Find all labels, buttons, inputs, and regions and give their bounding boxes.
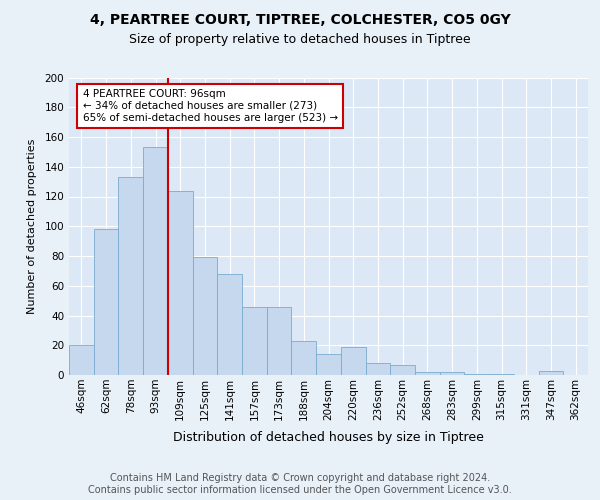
Bar: [69, 345, 94, 375]
Bar: [217, 274, 242, 375]
Bar: [316, 354, 341, 375]
Bar: [341, 346, 365, 375]
Y-axis label: Number of detached properties: Number of detached properties: [28, 138, 37, 314]
Text: 4, PEARTREE COURT, TIPTREE, COLCHESTER, CO5 0GY: 4, PEARTREE COURT, TIPTREE, COLCHESTER, …: [89, 12, 511, 26]
Text: Size of property relative to detached houses in Tiptree: Size of property relative to detached ho…: [129, 32, 471, 46]
Bar: [489, 374, 514, 375]
Bar: [118, 177, 143, 375]
Bar: [464, 374, 489, 375]
Bar: [168, 190, 193, 375]
Bar: [440, 372, 464, 375]
Bar: [94, 229, 118, 375]
X-axis label: Distribution of detached houses by size in Tiptree: Distribution of detached houses by size …: [173, 431, 484, 444]
Bar: [193, 258, 217, 375]
Bar: [415, 372, 440, 375]
Text: Contains HM Land Registry data © Crown copyright and database right 2024.
Contai: Contains HM Land Registry data © Crown c…: [88, 474, 512, 495]
Bar: [242, 306, 267, 375]
Bar: [539, 370, 563, 375]
Bar: [143, 148, 168, 375]
Bar: [365, 363, 390, 375]
Bar: [390, 364, 415, 375]
Bar: [267, 306, 292, 375]
Text: 4 PEARTREE COURT: 96sqm
← 34% of detached houses are smaller (273)
65% of semi-d: 4 PEARTREE COURT: 96sqm ← 34% of detache…: [83, 90, 338, 122]
Bar: [292, 341, 316, 375]
